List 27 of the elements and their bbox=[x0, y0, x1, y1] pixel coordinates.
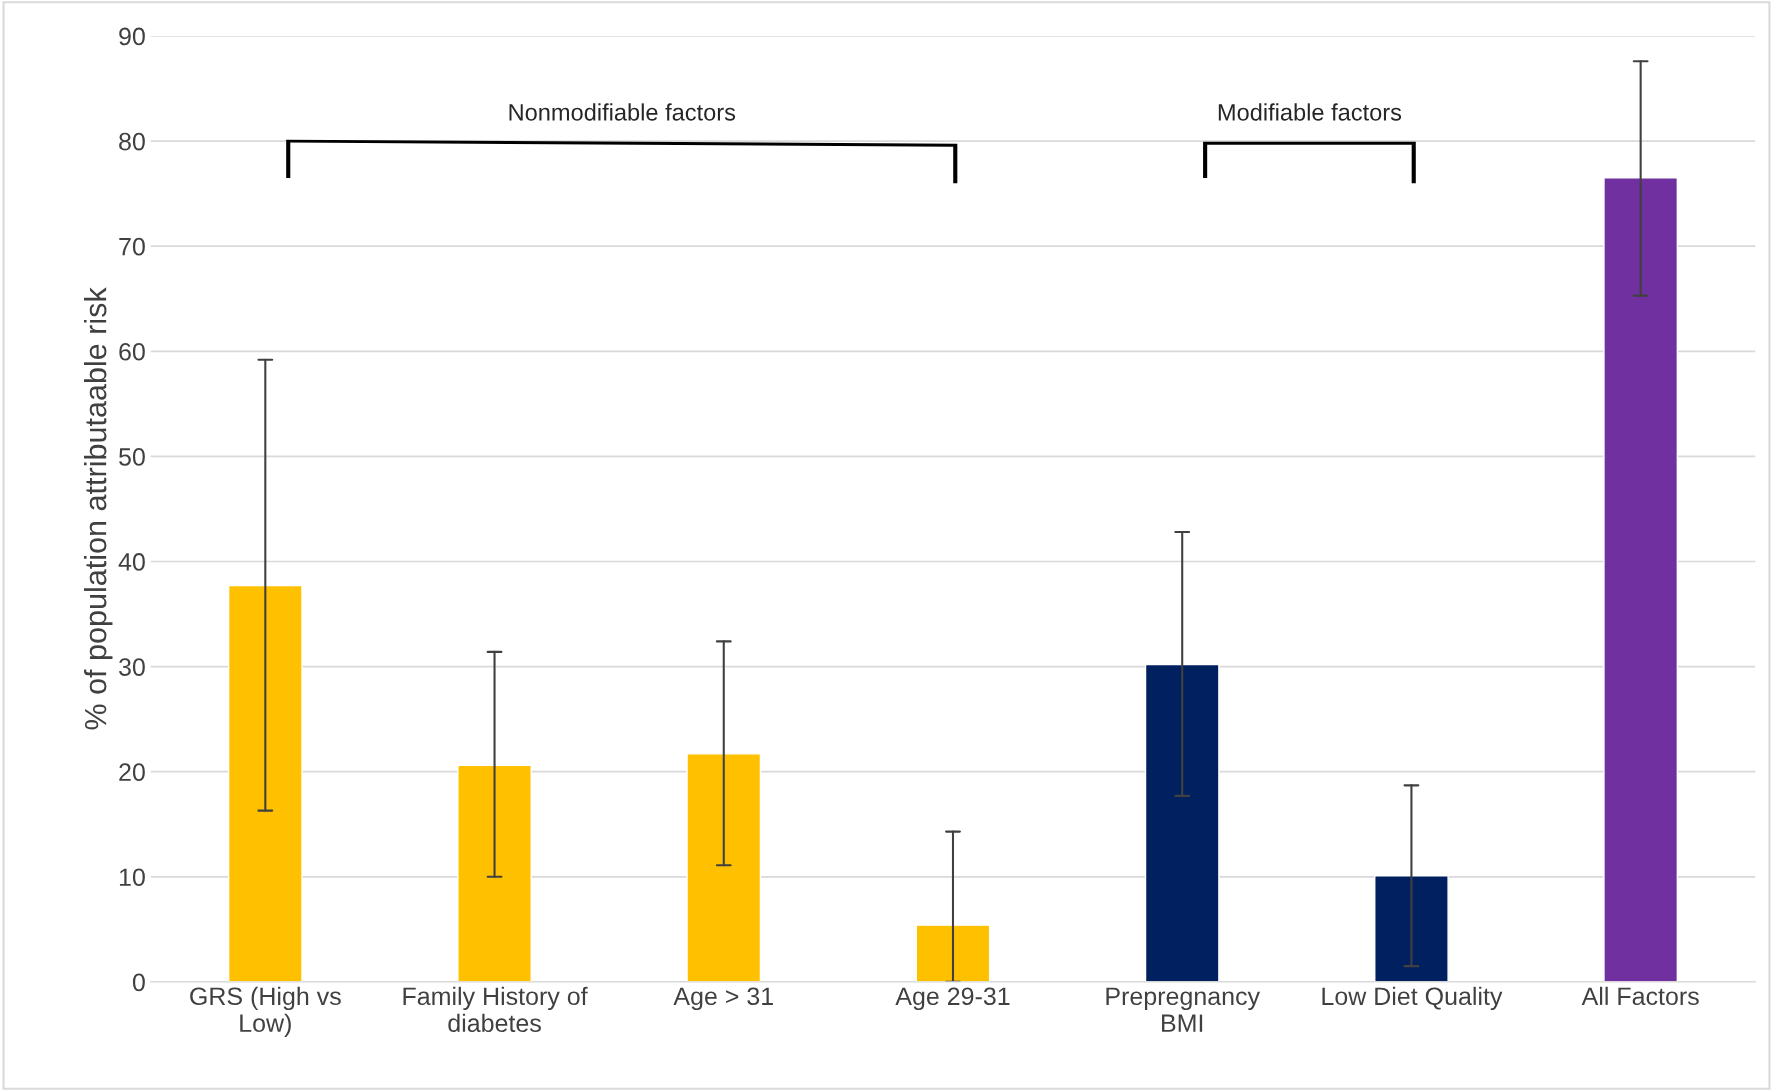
bar bbox=[227, 584, 303, 982]
y-axis-title: % of population attributaable risk bbox=[84, 287, 113, 730]
annotation: Modifiable factors bbox=[1218, 103, 1402, 121]
y-tick-label: 30 bbox=[118, 658, 145, 676]
bar bbox=[1603, 177, 1679, 982]
x-tick-label: Low Diet Quality bbox=[1322, 986, 1503, 1011]
y-tick-label: 40 bbox=[118, 553, 145, 571]
annotation: Nonmodifiable factors bbox=[509, 103, 736, 121]
y-tick-label: 0 bbox=[132, 973, 145, 992]
y-tick-label: 50 bbox=[119, 448, 145, 466]
x-tick-label: All Factors bbox=[1581, 986, 1699, 1006]
bar bbox=[915, 924, 991, 982]
x-tick-label: Age 29-31 bbox=[895, 987, 1010, 1011]
x-tick-label: Family History of diabetes bbox=[403, 986, 588, 1033]
y-tick-label: 80 bbox=[119, 132, 145, 151]
y-tick-label: 90 bbox=[119, 27, 145, 46]
bar bbox=[1144, 663, 1220, 982]
y-tick-label: 10 bbox=[119, 868, 145, 887]
bar bbox=[457, 764, 532, 982]
x-tick-label: GRS (High vs Low) bbox=[190, 986, 341, 1037]
bar bbox=[1374, 875, 1449, 982]
bar bbox=[686, 753, 762, 982]
x-tick-label: Age > 31 bbox=[673, 987, 773, 1011]
y-tick-label: 70 bbox=[119, 237, 145, 256]
y-tick-label: 20 bbox=[119, 763, 145, 782]
y-tick-label: 60 bbox=[119, 342, 145, 361]
x-tick-label: Prepregnancy BMI bbox=[1106, 987, 1260, 1032]
